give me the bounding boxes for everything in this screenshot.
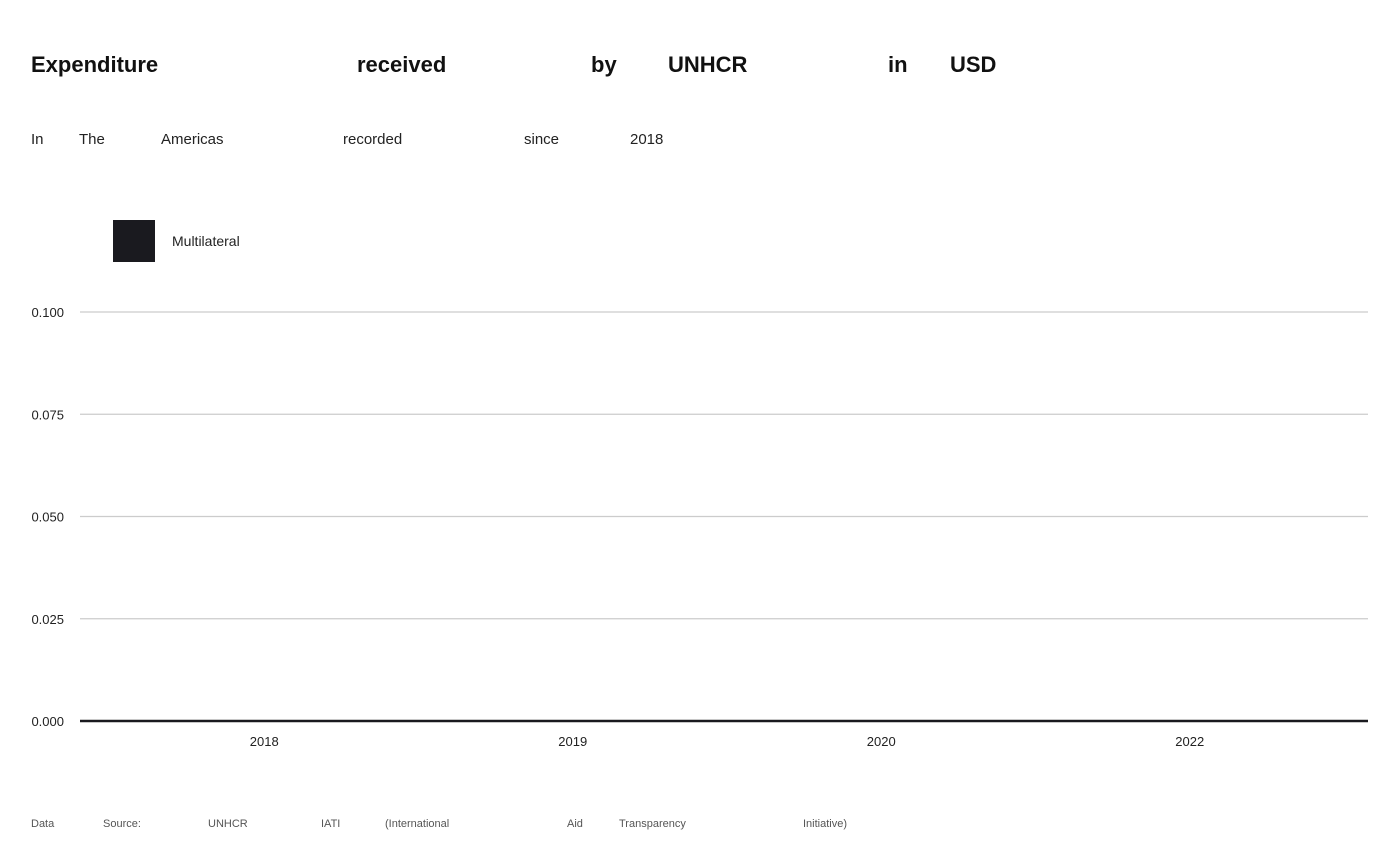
title-word: by [591, 52, 617, 77]
title-word: in [888, 52, 908, 77]
source-word: UNHCR [208, 818, 248, 830]
subtitle-word: In [31, 131, 44, 148]
y-tick-label: 0.050 [31, 510, 64, 525]
legend-label-multilateral: Multilateral [172, 233, 240, 249]
source-word: (International [385, 818, 450, 830]
source-word: Aid [567, 818, 583, 830]
subtitle-word: since [524, 131, 560, 148]
data-source-note: Data Source: UNHCR IATI (International A… [0, 818, 1400, 832]
subtitle-word: 2018 [630, 131, 664, 148]
x-tick-label: 2020 [867, 734, 896, 749]
title-word: received [357, 52, 447, 77]
source-word: Data [31, 818, 55, 830]
chart-title: Expenditure received by UNHCR in USD [0, 52, 1400, 82]
subtitle-word: Americas [161, 131, 224, 148]
y-tick-label: 0.100 [31, 305, 64, 320]
subtitle-word: recorded [343, 131, 403, 148]
x-tick-label: 2022 [1175, 734, 1204, 749]
source-word: Source: [103, 818, 141, 830]
chart-legend: Multilateral [113, 220, 240, 262]
x-tick-label: 2018 [250, 734, 279, 749]
subtitle-word: The [79, 131, 105, 148]
title-word: Expenditure [31, 52, 159, 77]
y-tick-label: 0.000 [31, 714, 64, 729]
title-word: USD [950, 52, 997, 77]
source-word: IATI [321, 818, 341, 830]
x-tick-label: 2019 [558, 734, 587, 749]
source-word: Initiative) [803, 818, 848, 830]
title-word: UNHCR [668, 52, 748, 77]
y-tick-label: 0.025 [31, 612, 64, 627]
legend-swatch-multilateral [113, 220, 155, 262]
source-word: Transparency [619, 818, 686, 830]
y-tick-label: 0.075 [31, 407, 64, 422]
chart-subtitle: In The Americas recorded since 2018 [0, 131, 1400, 151]
